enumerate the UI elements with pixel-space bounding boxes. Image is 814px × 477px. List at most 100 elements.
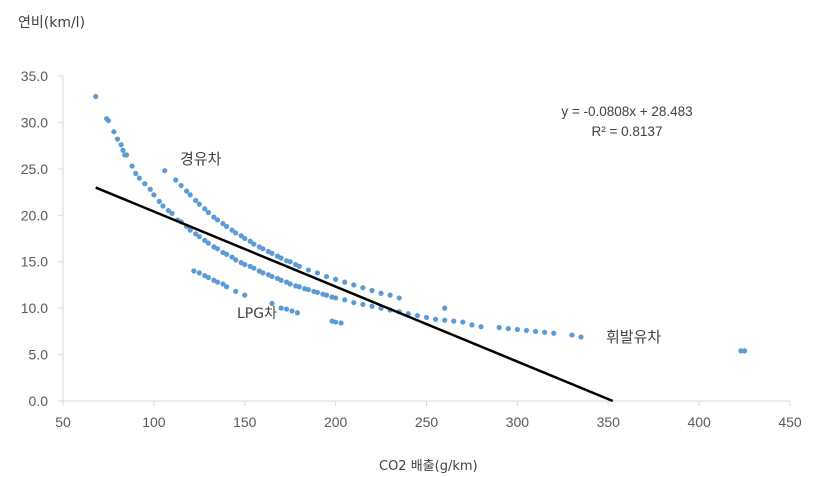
data-point: [260, 270, 266, 276]
data-point: [233, 257, 239, 263]
data-point: [369, 303, 375, 309]
data-point: [333, 319, 339, 325]
data-point: [187, 227, 193, 233]
data-point: [120, 147, 126, 153]
data-point: [296, 263, 302, 269]
y-tick-label: 25.0: [21, 161, 48, 177]
y-tick-label: 0.0: [29, 393, 49, 409]
data-point: [741, 348, 748, 354]
data-point: [214, 217, 221, 223]
x-tick-label: 100: [142, 414, 166, 430]
data-point: [247, 238, 253, 244]
data-point: [523, 327, 530, 334]
data-point: [333, 276, 339, 282]
data-point: [129, 163, 135, 169]
data-point: [211, 214, 217, 220]
data-point: [242, 235, 248, 242]
x-tick-label: 50: [55, 414, 71, 430]
data-point: [278, 277, 284, 283]
data-point: [205, 240, 211, 246]
data-point: [196, 201, 202, 207]
data-point: [223, 223, 230, 230]
data-point: [514, 326, 520, 333]
data-point: [187, 192, 193, 198]
data-point: [323, 273, 330, 280]
x-tick-label: 350: [597, 414, 621, 430]
y-tick-label: 10.0: [21, 300, 48, 316]
data-point: [160, 203, 166, 209]
y-tick-label: 5.0: [29, 347, 49, 363]
x-tick-label: 450: [778, 414, 802, 430]
data-point: [156, 198, 162, 204]
data-point: [432, 316, 439, 322]
data-point: [111, 129, 117, 135]
data-point: [314, 289, 321, 295]
x-axis-label: CO2 배출(g/km): [379, 459, 478, 474]
data-point: [242, 292, 248, 298]
data-point: [165, 208, 172, 214]
data-point: [214, 279, 221, 285]
data-point: [378, 290, 384, 296]
data-point: [396, 295, 402, 301]
data-point: [289, 308, 295, 314]
x-tick-label: 200: [324, 414, 348, 430]
trendline-equation: y = -0.0808x + 28.483: [561, 104, 693, 119]
data-point: [269, 300, 275, 307]
data-point: [269, 250, 275, 256]
data-point: [569, 332, 575, 338]
data-point: [133, 170, 139, 177]
data-point: [460, 319, 466, 325]
data-point: [105, 117, 112, 124]
data-point: [551, 330, 557, 336]
data-point: [214, 246, 221, 252]
data-point: [193, 197, 199, 204]
y-tick-label: 35.0: [21, 68, 48, 84]
data-point: [296, 284, 302, 290]
data-point: [338, 320, 344, 326]
data-point: [342, 297, 348, 303]
data-point: [205, 209, 211, 216]
data-point: [287, 281, 293, 287]
data-point: [451, 318, 457, 324]
data-point: [294, 310, 301, 316]
data-point: [414, 312, 421, 319]
data-point: [202, 237, 208, 243]
data-point: [323, 292, 330, 298]
data-point: [269, 273, 275, 280]
data-point: [169, 210, 175, 217]
data-point: [229, 254, 235, 260]
data-point: [369, 287, 375, 294]
data-point: [278, 255, 284, 261]
data-point: [233, 288, 239, 295]
x-tick-label: 300: [506, 414, 530, 430]
data-point: [118, 142, 124, 148]
data-point: [223, 251, 230, 257]
annotation-lpg: LPG차: [237, 306, 277, 322]
data-point: [151, 192, 157, 198]
data-point: [278, 305, 284, 311]
data-point: [578, 334, 584, 340]
data-point: [183, 188, 190, 194]
data-point: [283, 306, 290, 312]
data-point: [205, 274, 211, 281]
data-point: [233, 230, 239, 236]
data-point: [387, 292, 393, 298]
data-point: [191, 268, 197, 274]
x-tick-label: 250: [415, 414, 439, 430]
data-point: [505, 325, 511, 332]
y-tick-label: 30.0: [21, 114, 48, 130]
data-point: [478, 324, 484, 330]
data-point: [229, 227, 235, 233]
data-point: [202, 206, 208, 212]
data-point: [469, 322, 475, 328]
data-point: [124, 152, 130, 158]
data-point: [238, 233, 244, 239]
data-point: [360, 285, 366, 291]
data-point: [342, 279, 348, 285]
trendline-r-squared: R² = 0.8137: [591, 124, 663, 139]
annotation-gasoline: 휘발유차: [606, 328, 662, 346]
data-point: [220, 281, 226, 287]
data-point: [351, 299, 357, 306]
